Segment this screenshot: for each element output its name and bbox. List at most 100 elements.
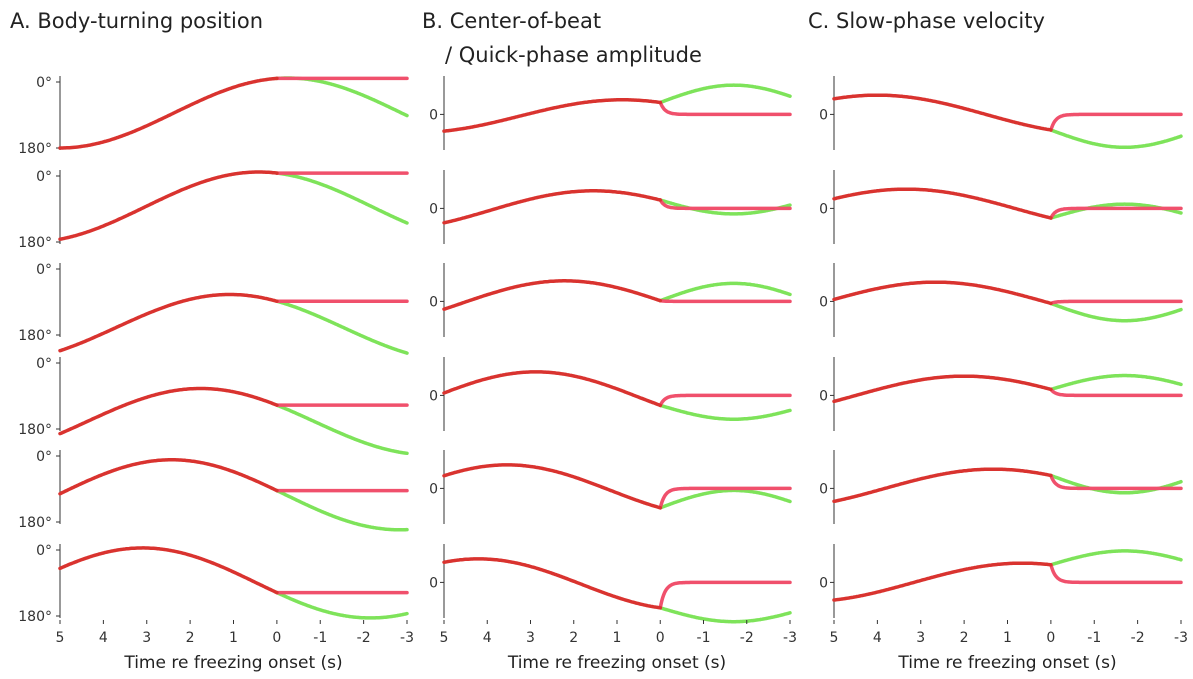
y-tick-label: 0 [429, 481, 438, 497]
panel-b-subtitle: / Quick-phase amplitude [445, 43, 702, 67]
x-tick-label: 3 [916, 630, 925, 646]
panel-c-row-4: 0 [819, 357, 1183, 431]
series-green-line [658, 403, 792, 421]
x-tick-label: 0 [656, 630, 665, 646]
series-pink-line [1049, 387, 1183, 398]
x-tick-label: 4 [873, 630, 882, 646]
series-green-line [275, 488, 409, 532]
series-pink-line [658, 486, 792, 510]
series-pink-line [658, 100, 792, 117]
series-red-line [58, 386, 279, 436]
x-tick-label: 5 [56, 630, 65, 646]
y-tick-label: 180° [18, 609, 52, 625]
x-tick-label: -3 [1174, 630, 1188, 646]
y-tick-label: 0 [819, 481, 828, 497]
panel-c-row-1: 0 [819, 76, 1183, 150]
series-red-line [442, 463, 663, 510]
x-axis-b: 5 4 3 2 1 0 -1 -2 -3 Time re freezing onset (s) [440, 620, 797, 673]
series-green-line [1049, 301, 1183, 323]
series-pink-line [658, 393, 792, 408]
series-green-line [275, 171, 409, 225]
panel-a-title: A. Body-turning position [10, 9, 264, 33]
series-red-line [832, 561, 1053, 602]
panel-a-row-5: 0° 180° [18, 449, 409, 532]
series-red-line [442, 279, 663, 311]
x-tick-label: 3 [142, 630, 151, 646]
panel-a-row-3: 0° 180° [18, 262, 409, 355]
series-green-line [275, 299, 409, 355]
y-tick-label: 180° [18, 235, 52, 251]
series-green-line [658, 83, 792, 105]
series-pink-line [1049, 112, 1183, 132]
panel-b-row-4: 0 [429, 357, 792, 431]
series-red-line [442, 557, 663, 610]
x-tick-label: 0 [272, 630, 281, 646]
x-tick-label: -2 [740, 630, 754, 646]
series-green-line [1049, 473, 1183, 495]
y-tick-label: 0° [36, 449, 52, 465]
x-tick-label: 2 [569, 630, 578, 646]
x-axis-label: Time re freezing onset (s) [507, 653, 726, 673]
x-tick-label: 4 [483, 630, 492, 646]
series-red-line [58, 458, 279, 496]
panel-a-row-4: 0° 180° [18, 356, 409, 456]
panel-c-row-6: 0 [819, 544, 1183, 618]
series-red-line [832, 93, 1053, 132]
x-tick-label: 5 [440, 630, 449, 646]
series-green-line [275, 403, 409, 456]
y-tick-label: 0° [36, 169, 52, 185]
series-pink-line [658, 580, 792, 610]
y-tick-label: 0 [819, 294, 828, 310]
panel-a-row-6: 0° 180° [18, 543, 409, 625]
panel-b-title: B. Center-of-beat [422, 9, 602, 33]
panel-b-row-2: 0 [429, 170, 792, 244]
x-tick-label: -2 [1131, 630, 1145, 646]
y-tick-label: 180° [18, 328, 52, 344]
panel-b-row-1: 0 [429, 76, 792, 150]
series-green-line [658, 281, 792, 303]
y-tick-label: 180° [18, 515, 52, 531]
series-green-line [275, 590, 409, 620]
series-red-line [442, 370, 663, 408]
x-tick-label: -2 [357, 630, 371, 646]
x-tick-label: 1 [229, 630, 238, 646]
panel-c-row-5: 0 [819, 450, 1183, 524]
panel-a-row-2: 0° 180° [18, 169, 409, 251]
series-pink-line [1049, 206, 1183, 220]
series-red-line [442, 98, 663, 133]
y-tick-label: 0° [36, 543, 52, 559]
y-tick-label: 0 [429, 575, 438, 591]
panel-c-row-3: 0 [819, 263, 1183, 337]
x-tick-label: 5 [830, 630, 839, 646]
series-red-line [58, 170, 279, 241]
series-green-line [1049, 549, 1183, 567]
y-tick-label: 0 [819, 388, 828, 404]
y-tick-label: 0° [36, 75, 52, 91]
series-red-line [832, 280, 1053, 306]
y-tick-label: 0 [819, 575, 828, 591]
x-tick-label: 4 [99, 630, 108, 646]
x-tick-label: -1 [1087, 630, 1101, 646]
panel-c-row-2: 0 [819, 170, 1183, 244]
x-tick-label: 1 [613, 630, 622, 646]
y-tick-label: 0° [36, 262, 52, 278]
x-tick-label: 0 [1046, 630, 1055, 646]
x-tick-label: 1 [1003, 630, 1012, 646]
series-pink-line [658, 298, 792, 304]
series-green-line [1049, 202, 1183, 220]
series-pink-line [1049, 299, 1183, 306]
series-red-line [442, 189, 663, 225]
y-tick-label: 0 [819, 107, 828, 123]
x-axis-c: 5 4 3 2 1 0 -1 -2 -3 Time re freezing onset (s) [830, 620, 1188, 673]
panel-c-title: C. Slow-phase velocity [808, 9, 1045, 33]
x-tick-label: -1 [697, 630, 711, 646]
x-tick-label: 2 [186, 630, 195, 646]
y-tick-label: 180° [18, 422, 52, 438]
panel-b-row-3: 0 [429, 263, 792, 337]
series-red-line [58, 76, 279, 150]
series-green-line [275, 76, 409, 118]
x-tick-label: 2 [960, 630, 969, 646]
x-axis-label: Time re freezing onset (s) [123, 653, 342, 673]
